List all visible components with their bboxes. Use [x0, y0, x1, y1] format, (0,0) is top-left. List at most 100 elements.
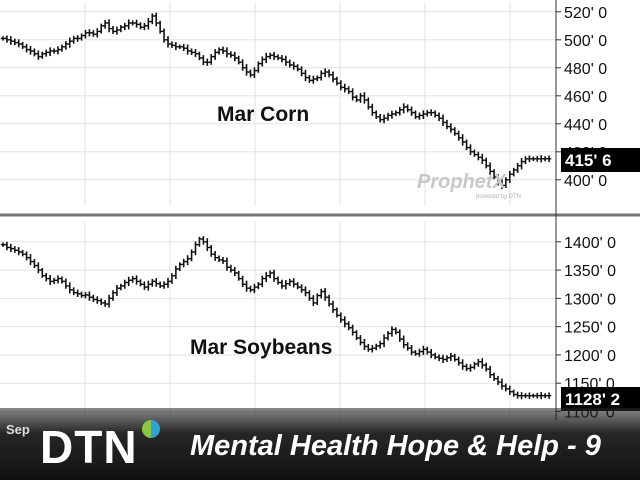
soybean-y-tick-label: 1200' 0: [564, 348, 616, 365]
soybean-price-bar: [12, 246, 17, 253]
corn-price-bar: [397, 106, 402, 116]
soybean-price-bar: [193, 241, 198, 256]
soybean-price-bar: [334, 307, 340, 318]
soybean-price-bar: [55, 275, 61, 284]
corn-price-bar: [535, 155, 540, 162]
corn-price-bar: [99, 23, 104, 34]
corn-price-bar: [456, 130, 461, 141]
soybean-price-bar: [425, 346, 430, 355]
corn-price-bar: [409, 106, 414, 116]
dtn-logo: DTN: [40, 421, 138, 473]
corn-price-bar: [393, 110, 399, 117]
soybean-price-bar: [484, 362, 489, 372]
corn-price-bar: [542, 156, 548, 162]
soybean-price-bar: [83, 292, 88, 299]
corn-price-bar: [377, 113, 383, 123]
corn-price-bar: [370, 103, 375, 116]
soybean-price-bar: [201, 236, 206, 245]
dtn-logo-dot-icon: [142, 420, 160, 438]
corn-price-bar: [362, 92, 367, 104]
corn-price-bar: [358, 92, 363, 103]
soybean-price-bar: [264, 272, 269, 283]
soybean-price-bar: [291, 278, 296, 288]
soybean-price-bar: [185, 255, 190, 266]
corn-price-bar: [319, 70, 324, 81]
soybean-price-bar: [8, 243, 14, 253]
corn-price-bar: [146, 17, 151, 30]
soybean-price-bar: [130, 276, 135, 283]
soybean-price-bar: [63, 278, 69, 289]
corn-price-bar: [212, 49, 218, 60]
soybean-price-bar: [444, 355, 450, 362]
corn-price-bar: [275, 54, 281, 61]
soybean-price-bar: [342, 316, 347, 328]
corn-price-bar: [75, 35, 80, 42]
corn-price-bar: [260, 56, 265, 67]
soybean-price-bar: [260, 275, 265, 288]
corn-price-bar: [256, 61, 261, 73]
prophetx-watermark: ProphetX powered by DTN: [417, 171, 521, 200]
soybean-price-bar: [346, 321, 351, 331]
soybean-price-bar: [330, 300, 336, 313]
soybean-price-bar: [503, 383, 509, 392]
soybean-price-bar: [256, 282, 261, 290]
soybean-price-bar: [154, 278, 159, 287]
soybean-price-bar: [515, 391, 520, 399]
soybean-price-bar: [224, 257, 230, 271]
soybean-price-bar: [468, 364, 473, 372]
soybean-price-bar: [389, 326, 395, 337]
soybean-price-bar: [393, 327, 399, 335]
soybean-price-bar: [275, 276, 281, 285]
corn-price-bar: [216, 47, 222, 55]
corn-price-bar: [342, 83, 347, 93]
corn-price-bar: [346, 86, 351, 95]
soybean-price-bar: [252, 283, 257, 294]
corn-y-tick-label: 480' 0: [564, 61, 607, 78]
soybean-price-bar: [51, 277, 57, 284]
soybean-price-bar: [397, 329, 402, 342]
corn-price-bar: [161, 28, 167, 43]
soybean-price-bar: [417, 348, 422, 357]
corn-price-bar: [102, 20, 108, 29]
corn-chart-title: Mar Corn: [217, 103, 309, 126]
corn-price-bar: [185, 44, 190, 55]
soybean-price-bar: [401, 335, 406, 349]
corn-price-bar: [244, 64, 249, 76]
corn-price-bar: [401, 103, 406, 114]
soybean-price-bar: [248, 285, 253, 293]
corn-price-bar: [476, 151, 481, 161]
corn-price-bar: [507, 170, 512, 184]
soybean-y-tick-label: 1400' 0: [564, 235, 616, 252]
corn-price-bar: [205, 58, 210, 66]
soybean-price-bar: [150, 278, 155, 287]
corn-price-bar: [59, 44, 65, 52]
corn-price-bar: [519, 157, 524, 170]
corn-price-bar: [197, 51, 202, 61]
corn-price-bar: [142, 22, 147, 31]
corn-y-tick-label: 460' 0: [564, 89, 607, 106]
soybean-price-bar: [24, 251, 29, 261]
soybean-price-bar: [110, 290, 116, 301]
soybean-price-bar: [20, 249, 25, 257]
corn-price-bar: [36, 50, 41, 60]
soybean-price-bar: [299, 284, 304, 293]
corn-price-bar: [283, 55, 289, 66]
soybean-price-bar: [106, 294, 112, 308]
corn-price-bar: [452, 127, 457, 136]
corn-price-bar: [110, 26, 116, 34]
soybean-price-bar: [114, 284, 120, 296]
soybean-price-bar: [531, 393, 536, 398]
corn-price-bar: [436, 112, 442, 122]
corn-price-bar: [303, 69, 308, 82]
soybean-price-bar: [440, 354, 446, 364]
soybean-price-bar: [4, 241, 10, 251]
soybean-price-bar: [311, 295, 316, 307]
corn-price-bar: [114, 26, 120, 35]
corn-price-bar: [326, 69, 332, 78]
soybean-price-bar: [464, 363, 469, 372]
soybean-price-bar: [511, 389, 516, 397]
corn-price-bar: [8, 36, 14, 45]
corn-price-bar: [106, 19, 112, 33]
month-axis-label: Sep: [6, 422, 30, 437]
